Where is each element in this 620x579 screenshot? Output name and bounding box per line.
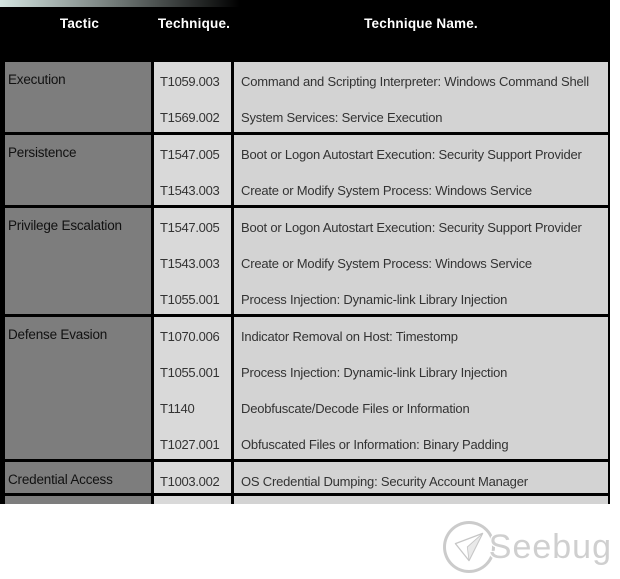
tactic-cell: Execution: [5, 62, 154, 132]
table-header-row: Tactic Technique. Technique Name.: [5, 0, 608, 62]
column-header-technique: Technique.: [157, 16, 231, 31]
technique-id-cell: [154, 496, 234, 504]
technique-name: Obfuscated Files or Information: Binary …: [241, 437, 509, 452]
technique-id-cell: T1070.006 T1055.001 T1140 T1027.001: [154, 317, 234, 459]
attack-techniques-table: Tactic Technique. Technique Name. Execut…: [0, 0, 610, 504]
column-header-technique-name: Technique Name.: [364, 16, 478, 31]
technique-name-cell: OS Credential Dumping: Security Account …: [234, 462, 608, 493]
paper-plane-icon: [442, 521, 495, 573]
tactic-cell: [5, 496, 154, 504]
table-body: Execution T1059.003 T1569.002 Command and…: [5, 62, 608, 496]
technique-id: T1070.006: [160, 329, 220, 344]
technique-name-cell: Indicator Removal on Host: Timestomp Proc…: [234, 317, 608, 459]
table-row: Execution T1059.003 T1569.002 Command and…: [5, 62, 608, 135]
table-row: Defense Evasion T1070.006 T1055.001 T1140 T…: [5, 317, 608, 462]
technique-name: Command and Scripting Interpreter: Windo…: [241, 74, 589, 89]
technique-name-cell: Command and Scripting Interpreter: Windo…: [234, 62, 608, 132]
technique-id-cell: T1059.003 T1569.002: [154, 62, 234, 132]
technique-id: T1569.002: [160, 110, 220, 125]
tactic-cell: Privilege Escalation: [5, 208, 154, 314]
technique-name-cell: [234, 496, 608, 504]
technique-id-cell: T1003.002: [154, 462, 234, 493]
technique-id: T1059.003: [160, 74, 220, 89]
technique-id: T1547.005: [160, 147, 220, 162]
table-row: Credential Access T1003.002 OS Credentia…: [5, 462, 608, 496]
technique-name-cell: Boot or Logon Autostart Execution: Secur…: [234, 135, 608, 205]
tactic-cell: Credential Access: [5, 462, 154, 493]
technique-id-cell: T1547.005 T1543.003 T1055.001: [154, 208, 234, 314]
technique-name: OS Credential Dumping: Security Account …: [241, 474, 528, 489]
seebug-watermark: Seebug: [442, 521, 612, 573]
tactic-cell: Defense Evasion: [5, 317, 154, 459]
technique-name: Boot or Logon Autostart Execution: Secur…: [241, 220, 582, 235]
technique-id: T1027.001: [160, 437, 220, 452]
technique-name: Indicator Removal on Host: Timestomp: [241, 329, 458, 344]
technique-name: Create or Modify System Process: Windows…: [241, 183, 532, 198]
technique-id: T1055.001: [160, 365, 220, 380]
technique-name: Boot or Logon Autostart Execution: Secur…: [241, 147, 582, 162]
technique-id: T1543.003: [160, 256, 220, 271]
technique-id: T1547.005: [160, 220, 220, 235]
technique-id: T1543.003: [160, 183, 220, 198]
technique-id: T1140: [160, 401, 195, 416]
technique-name: Deobfuscate/Decode Files or Information: [241, 401, 470, 416]
table-row: Persistence T1547.005 T1543.003 Boot or L…: [5, 135, 608, 208]
table-row: Privilege Escalation T1547.005 T1543.003 T…: [5, 208, 608, 317]
tactic-cell: Persistence: [5, 135, 154, 205]
table-row-partial: [5, 496, 608, 504]
technique-name: Process Injection: Dynamic-link Library …: [241, 292, 508, 307]
technique-name: Process Injection: Dynamic-link Library …: [241, 365, 508, 380]
technique-name: System Services: Service Execution: [241, 110, 443, 125]
technique-name-cell: Boot or Logon Autostart Execution: Secur…: [234, 208, 608, 314]
column-header-tactic: Tactic: [59, 16, 100, 31]
technique-id: T1003.002: [160, 474, 220, 489]
technique-id: T1055.001: [160, 292, 220, 307]
technique-id-cell: T1547.005 T1543.003: [154, 135, 234, 205]
watermark-label: Seebug: [488, 528, 612, 566]
technique-name: Create or Modify System Process: Windows…: [241, 256, 532, 271]
